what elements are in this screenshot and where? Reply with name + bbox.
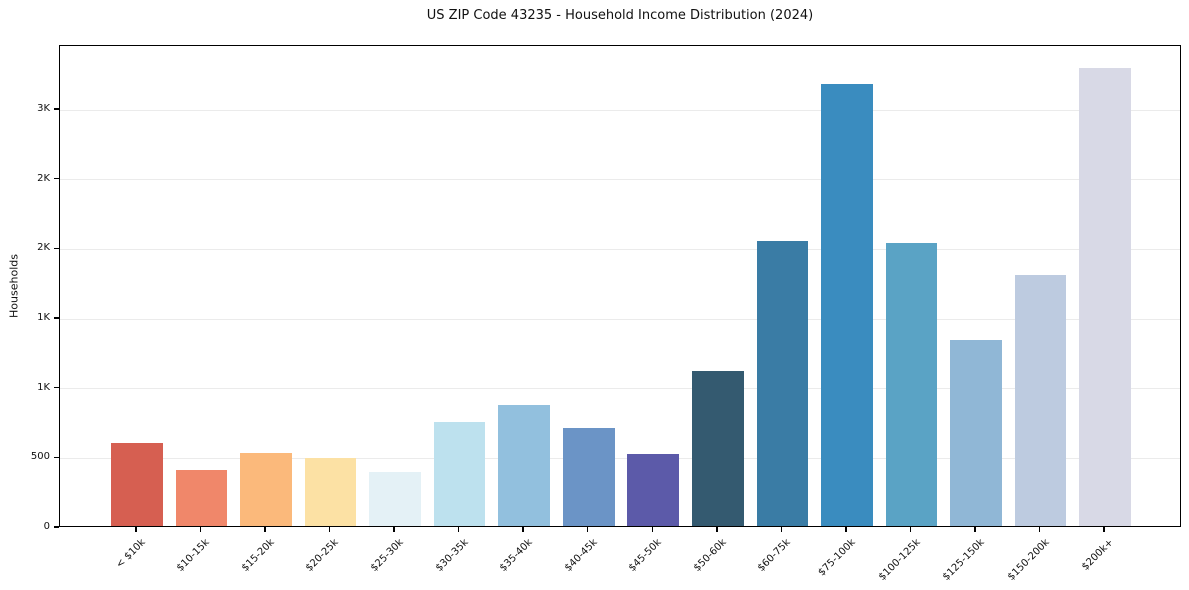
x-tick-mark — [393, 527, 395, 532]
bar — [821, 83, 873, 526]
y-tick-mark — [54, 247, 59, 250]
bar — [756, 241, 809, 526]
x-tick-label: $25-30k — [368, 537, 406, 574]
x-tick-mark — [587, 527, 589, 532]
y-tick-label: 3K — [37, 103, 50, 115]
x-tick-label: $45-50k — [627, 537, 665, 574]
bar — [950, 340, 1002, 526]
x-tick-mark — [909, 527, 912, 532]
x-tick-label: $75-100k — [816, 537, 858, 579]
plot-area — [59, 45, 1181, 527]
gridline — [60, 457, 1180, 459]
bar — [369, 471, 421, 526]
bar — [885, 243, 938, 526]
y-tick-label: 1K — [37, 312, 50, 324]
x-tick-label: $30-35k — [433, 537, 471, 574]
bar — [562, 427, 615, 526]
x-tick-label: $150-200k — [1005, 537, 1052, 583]
x-tick-mark — [135, 527, 137, 532]
x-tick-mark — [651, 527, 653, 532]
x-tick-mark — [328, 527, 331, 532]
x-tick-mark — [199, 527, 202, 532]
x-tick-label: $15-20k — [239, 537, 277, 574]
bar — [1079, 67, 1131, 526]
x-tick-mark — [974, 527, 976, 532]
bar — [175, 469, 228, 526]
x-tick-label: $20-25k — [304, 537, 342, 574]
x-tick-label: $100-125k — [876, 537, 923, 583]
bar — [304, 458, 357, 526]
x-tick-label: < $10k — [114, 537, 148, 571]
x-tick-mark — [522, 527, 524, 532]
gridline — [60, 109, 1180, 111]
y-tick-label: 1K — [37, 381, 50, 393]
y-axis-label: Households — [7, 254, 21, 318]
x-tick-mark — [1103, 527, 1105, 532]
x-tick-mark — [845, 527, 847, 532]
y-tick-mark — [54, 108, 59, 110]
x-tick-mark — [780, 527, 783, 532]
y-tick-label: 500 — [30, 451, 50, 463]
y-tick-label: 0 — [43, 521, 50, 532]
y-tick-mark — [54, 317, 59, 319]
y-tick-label: 2K — [37, 242, 50, 254]
bar — [111, 443, 163, 526]
gridline — [60, 388, 1180, 390]
bar — [498, 404, 550, 526]
chart-title: US ZIP Code 43235 - Household Income Dis… — [426, 8, 814, 23]
gridline — [60, 248, 1180, 250]
y-tick-mark — [54, 526, 59, 528]
y-tick-mark — [54, 456, 59, 459]
bar — [240, 452, 292, 526]
x-tick-label: $125-150k — [940, 537, 987, 583]
gridline — [60, 318, 1180, 320]
bar — [692, 371, 744, 526]
bar — [1014, 275, 1067, 526]
x-tick-label: $50-60k — [691, 537, 729, 574]
x-tick-label: $10-15k — [175, 537, 213, 574]
y-tick-mark — [54, 178, 59, 180]
x-tick-label: $200k+ — [1080, 537, 1116, 573]
x-tick-mark — [457, 527, 460, 532]
x-tick-mark — [264, 527, 266, 532]
y-tick-label: 2K — [37, 172, 50, 184]
y-tick-mark — [54, 386, 59, 389]
gridline — [60, 179, 1180, 181]
x-tick-label: $35-40k — [498, 537, 535, 574]
x-tick-label: $60-75k — [756, 537, 794, 574]
x-tick-mark — [1038, 527, 1041, 532]
bar — [627, 453, 680, 526]
x-tick-mark — [716, 527, 718, 532]
x-tick-label: $40-45k — [562, 537, 600, 574]
bar — [433, 421, 486, 526]
